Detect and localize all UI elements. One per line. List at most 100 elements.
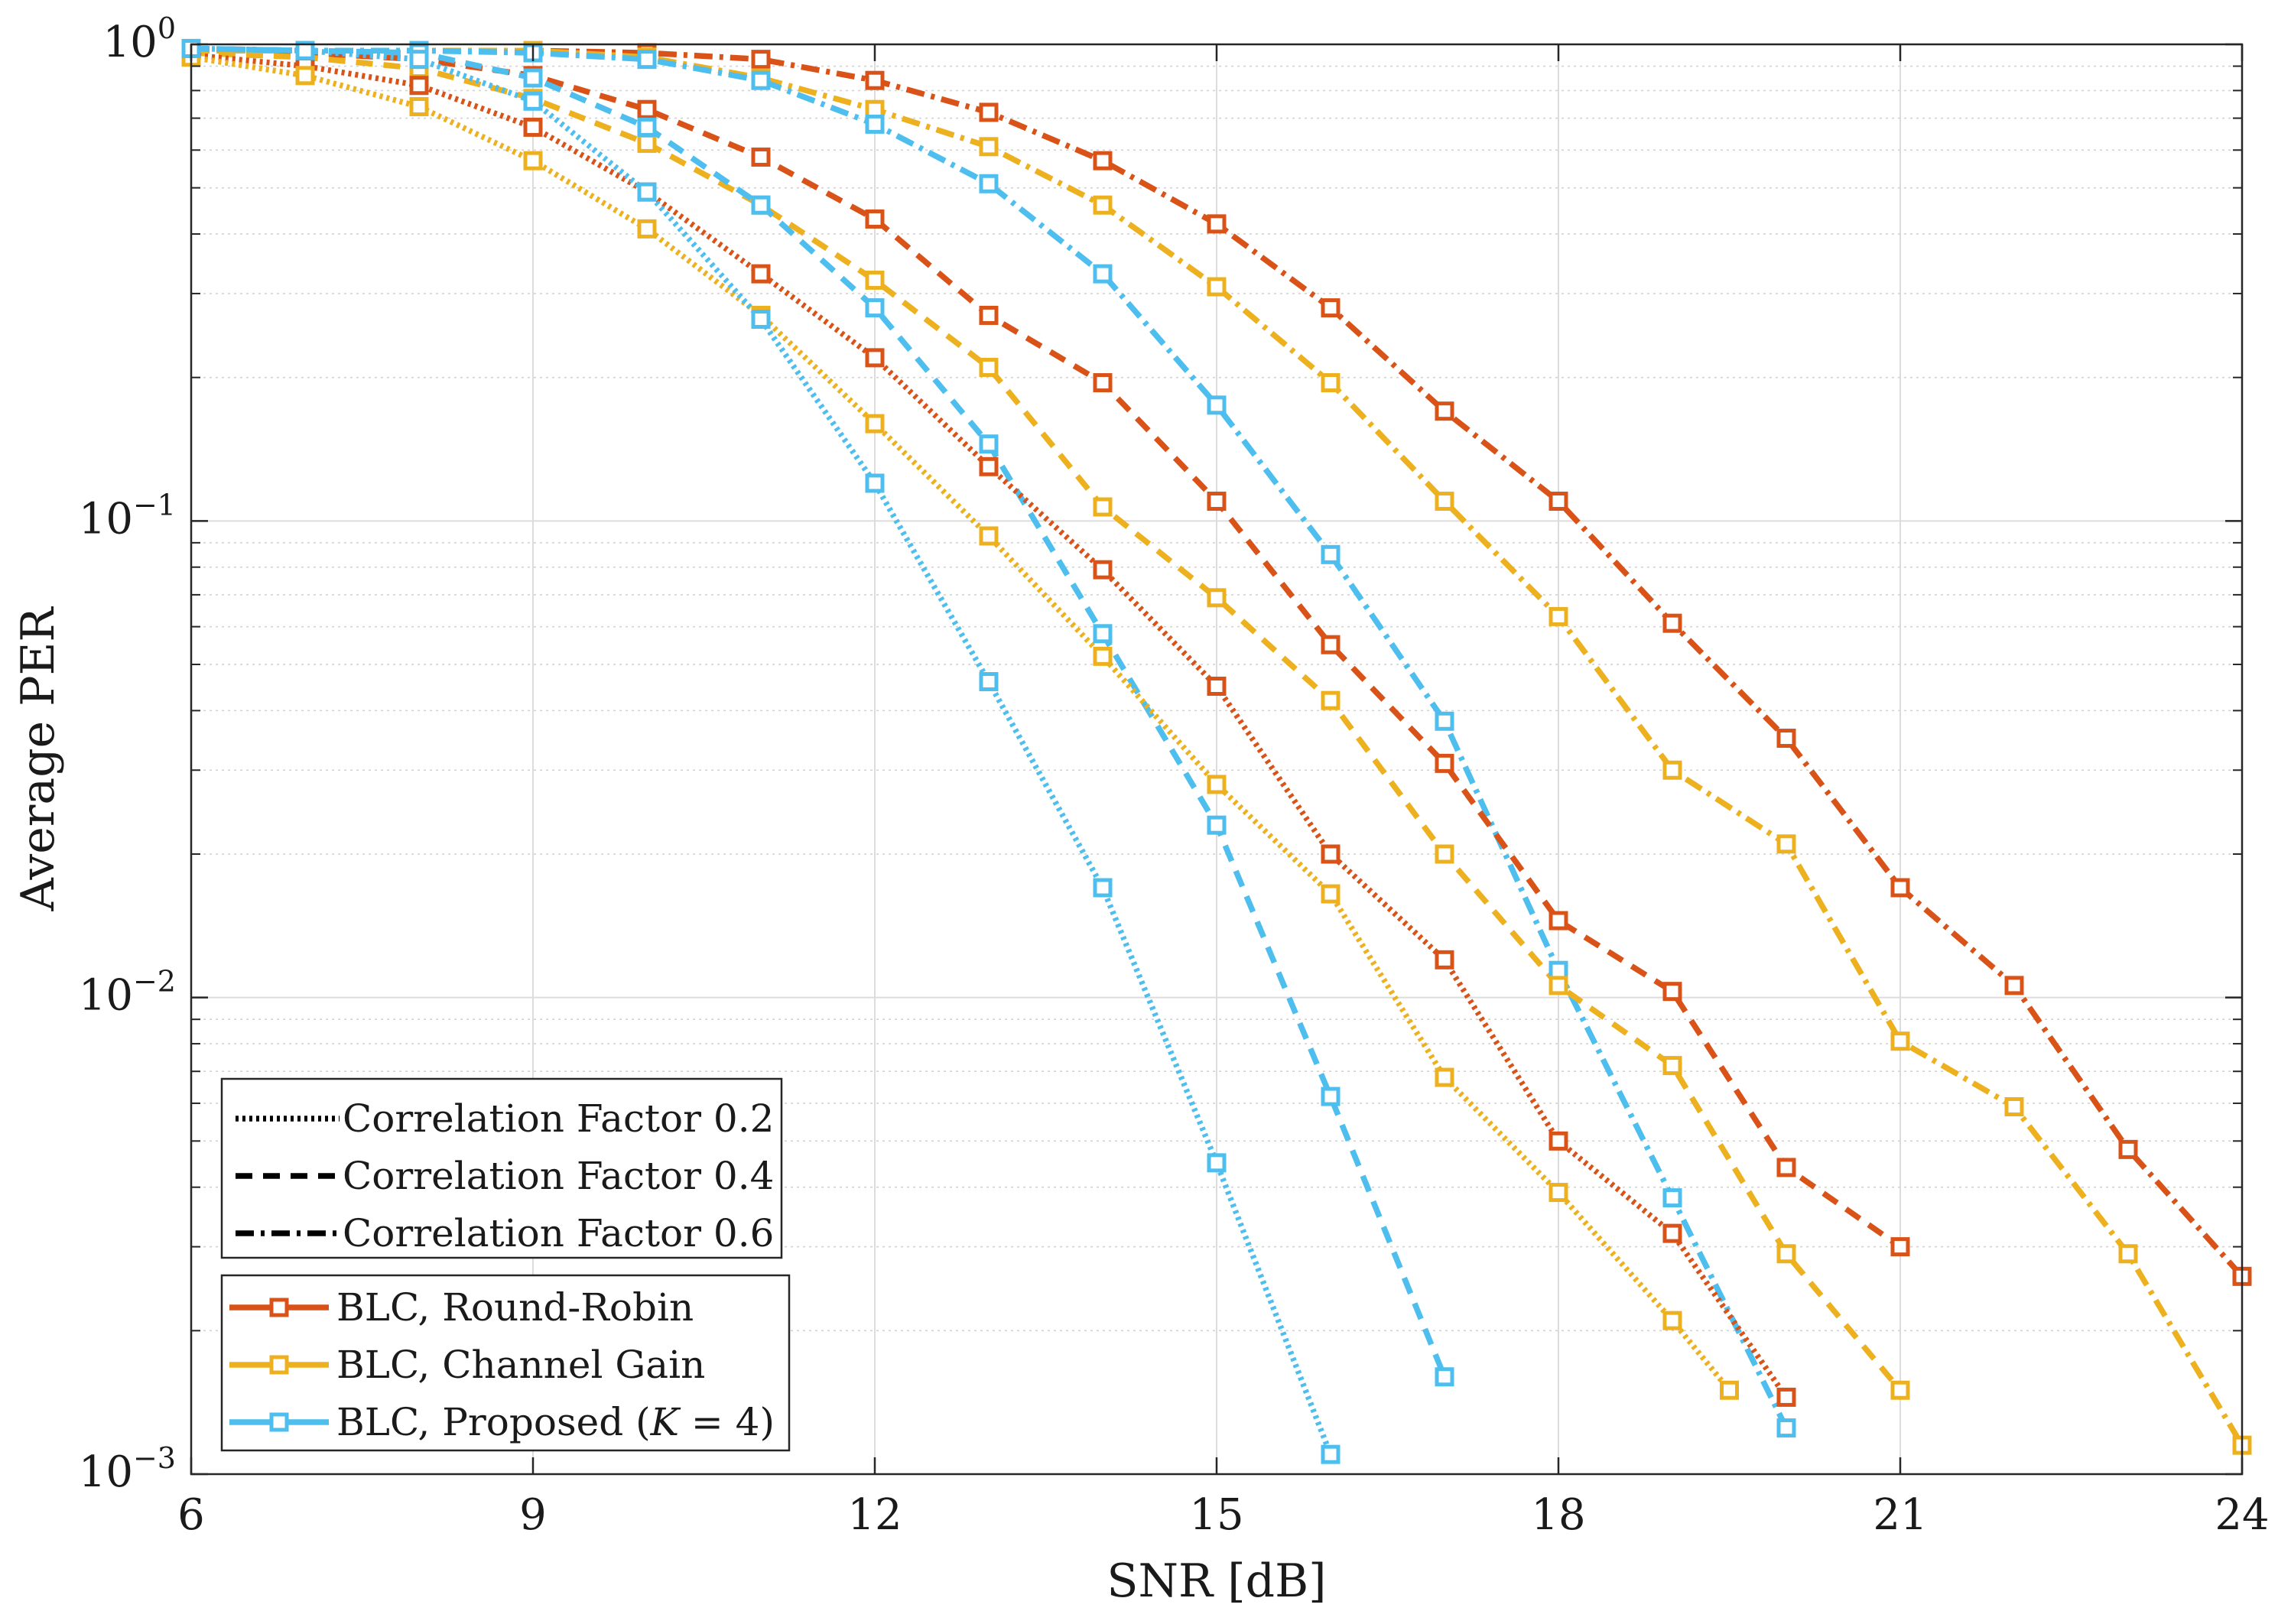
data-point-prop-c06	[1093, 264, 1113, 284]
data-point-rr-c02	[865, 348, 885, 368]
data-point-rr-c04	[1207, 492, 1227, 512]
data-point-cg-c02	[865, 414, 885, 434]
data-point-cg-c02	[1093, 646, 1113, 666]
data-point-rr-c02	[1321, 844, 1340, 864]
data-point-cg-c06	[1321, 373, 1340, 393]
data-point-cg-c02	[979, 526, 999, 546]
data-point-rr-c02	[1776, 1387, 1796, 1407]
data-point-cg-c04	[1776, 1244, 1796, 1264]
data-point-prop-c02	[1093, 878, 1113, 898]
data-point-prop-c06	[1321, 544, 1340, 564]
y-tick-label: 10−2	[79, 965, 176, 1021]
data-point-rr-c02	[1093, 560, 1113, 580]
data-point-prop-c06	[751, 70, 771, 90]
x-tick-label: 12	[847, 1490, 902, 1540]
data-point-cg-c02	[295, 66, 315, 86]
data-point-prop-c04	[1321, 1086, 1340, 1106]
data-point-prop-c02	[979, 672, 999, 692]
data-point-cg-c04	[1662, 1056, 1682, 1076]
data-point-cg-c06	[1435, 492, 1454, 512]
data-point-rr-c04	[1890, 1237, 1910, 1257]
data-point-prop-c04	[979, 434, 999, 454]
data-point-prop-c04	[751, 195, 771, 215]
data-point-prop-c06	[1776, 1418, 1796, 1438]
data-point-prop-c06	[1435, 711, 1454, 731]
legend-method-marker	[269, 1412, 289, 1432]
data-point-rr-c06	[1207, 214, 1227, 234]
data-point-prop-c06	[637, 50, 657, 70]
x-tick-label: 24	[2215, 1490, 2269, 1540]
data-point-prop-c04	[1093, 624, 1113, 644]
data-point-rr-c06	[2004, 976, 2024, 996]
data-point-prop-c04	[1435, 1367, 1454, 1387]
data-point-cg-c02	[1435, 1067, 1454, 1087]
data-point-cg-c02	[409, 97, 429, 117]
data-point-rr-c06	[865, 70, 885, 90]
data-point-cg-c06	[1548, 606, 1568, 626]
data-point-prop-c02	[637, 182, 657, 202]
data-point-cg-c06	[1093, 195, 1113, 215]
y-tick-label: 10−3	[79, 1441, 176, 1497]
data-point-rr-c06	[1435, 401, 1454, 421]
data-point-rr-c02	[1548, 1131, 1568, 1151]
data-point-prop-c06	[1207, 395, 1227, 415]
data-point-rr-c02	[1662, 1223, 1682, 1243]
data-point-rr-c06	[1662, 613, 1682, 633]
data-point-rr-c06	[2118, 1139, 2138, 1159]
data-point-prop-c04	[865, 298, 885, 318]
data-point-rr-c06	[1776, 729, 1796, 749]
series-line-prop-c04	[190, 45, 1448, 1379]
data-point-rr-c06	[979, 102, 999, 122]
data-point-cg-c04	[865, 270, 885, 290]
legend-method-marker	[269, 1298, 289, 1317]
data-point-cg-c04	[1093, 497, 1113, 517]
axis-ticks: 6 9 12 15 18 21 24 100 10−1 10−2 10−3	[79, 11, 2270, 1540]
data-point-rr-c04	[1662, 982, 1682, 1002]
data-point-cg-c04	[1207, 588, 1227, 608]
x-tick-label: 18	[1531, 1490, 1585, 1540]
data-point-cg-c02	[1720, 1380, 1739, 1400]
legend-style-label: Correlation Factor 0.4	[343, 1154, 774, 1198]
y-tick-label: 10−1	[79, 488, 176, 544]
x-tick-label: 15	[1189, 1490, 1243, 1540]
data-point-rr-c04	[865, 209, 885, 229]
data-point-prop-c02	[523, 91, 543, 111]
data-point-cg-c02	[1321, 884, 1340, 904]
data-point-rr-c06	[1890, 878, 1910, 898]
data-point-cg-c06	[979, 137, 999, 157]
data-point-rr-c06	[1548, 492, 1568, 512]
data-point-rr-c04	[1321, 635, 1340, 654]
legend-method-label: BLC, Channel Gain	[336, 1343, 705, 1387]
grid	[190, 44, 2243, 1475]
data-point-prop-c02	[409, 50, 429, 70]
data-point-rr-c04	[1776, 1158, 1796, 1177]
series-line-rr-c02	[190, 52, 1789, 1399]
data-point-rr-c04	[637, 99, 657, 119]
data-point-cg-c06	[1776, 834, 1796, 854]
data-point-cg-c04	[1435, 844, 1454, 864]
x-tick-label: 9	[519, 1490, 547, 1540]
data-point-cg-c02	[637, 219, 657, 239]
data-point-prop-c04	[1207, 815, 1227, 835]
legend-style-label: Correlation Factor 0.6	[343, 1211, 774, 1255]
data-point-rr-c06	[1321, 298, 1340, 318]
data-point-cg-c02	[1662, 1311, 1682, 1330]
data-point-cg-c04	[1890, 1380, 1910, 1400]
data-point-cg-c04	[979, 357, 999, 377]
data-point-rr-c04	[1093, 373, 1113, 393]
data-point-cg-c02	[523, 151, 543, 171]
legend-method-label: BLC, Round-Robin	[336, 1285, 694, 1330]
data-point-rr-c02	[1207, 676, 1227, 696]
data-point-prop-c06	[1662, 1188, 1682, 1208]
data-point-prop-c06	[1548, 960, 1568, 980]
data-point-prop-c04	[523, 68, 543, 88]
data-point-prop-c06	[865, 114, 885, 134]
data-point-prop-c06	[979, 174, 999, 193]
x-tick-label: 21	[1873, 1490, 1927, 1540]
data-point-rr-c04	[751, 147, 771, 167]
series-line-rr-c04	[190, 47, 1903, 1249]
y-axis-label: Average PER	[11, 606, 65, 912]
data-point-rr-c02	[1435, 950, 1454, 970]
data-point-rr-c04	[1548, 911, 1568, 931]
